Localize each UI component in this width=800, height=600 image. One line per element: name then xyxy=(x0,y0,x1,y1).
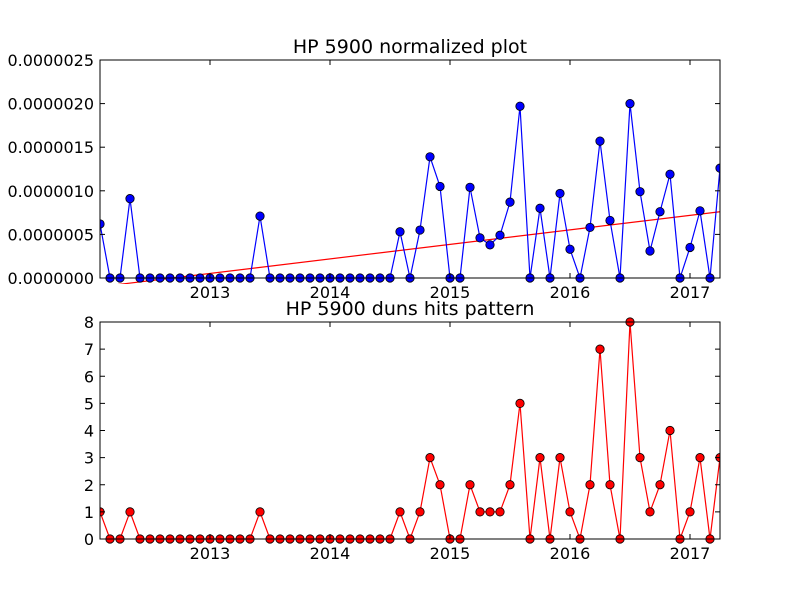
data-point xyxy=(465,182,475,192)
y-tick-label: 0.0000025 xyxy=(7,51,94,70)
y-tick-label: 6 xyxy=(84,367,94,386)
y-tick-label: 0.0000020 xyxy=(7,95,94,114)
data-point xyxy=(645,507,655,517)
data-point xyxy=(685,507,695,517)
y-tick-label: 8 xyxy=(84,313,94,332)
data-point xyxy=(485,240,495,250)
trend-line xyxy=(117,211,720,284)
data-point xyxy=(395,227,405,237)
data-point xyxy=(125,194,135,204)
y-tick-label: 0.0000000 xyxy=(7,269,94,288)
axis-ticks: 0.0000000 0.0000005 0.0000010 0.0000015 0.00… xyxy=(7,51,720,302)
data-point xyxy=(515,101,525,111)
axes-frame xyxy=(99,59,721,279)
x-tick-label: 2013 xyxy=(190,544,231,563)
y-tick-label: 3 xyxy=(84,449,94,468)
y-tick-label: 2 xyxy=(84,476,94,495)
data-point xyxy=(605,215,615,226)
y-tick-label: 1 xyxy=(84,503,94,522)
axis-ticks: 0 1 2 3 4 5 6 7 8 2013 2014 2015 2016 2017 xyxy=(84,313,720,563)
data-point xyxy=(495,507,505,517)
data-point xyxy=(425,152,435,162)
data-point xyxy=(565,244,575,254)
x-tick-label: 2017 xyxy=(670,544,711,563)
data-point xyxy=(585,222,595,233)
data-point xyxy=(595,136,605,146)
data-point xyxy=(655,207,665,217)
data-point xyxy=(465,480,475,490)
data-point xyxy=(515,398,525,408)
data-point xyxy=(605,480,615,490)
duns-hits-chart: HP 5900 duns hits pattern 0 1 2 3 4 5 6 7 8 2013 2… xyxy=(84,298,721,563)
x-tick-label: 2014 xyxy=(310,283,351,302)
y-tick-label: 0.0000010 xyxy=(7,182,94,201)
data-point xyxy=(495,230,505,240)
y-tick-label: 5 xyxy=(84,394,94,413)
normalized-plot-chart: HP 5900 normalized plot 0.00000000.00000… xyxy=(7,36,721,302)
data-point xyxy=(415,507,425,517)
y-tick-label: 0.0000005 xyxy=(7,225,94,244)
data-point xyxy=(595,344,605,354)
data-point xyxy=(635,187,645,197)
data-point xyxy=(435,181,445,192)
data-point xyxy=(665,169,675,179)
data-point xyxy=(555,453,565,463)
data-point xyxy=(505,480,515,490)
chart-title: HP 5900 duns hits pattern xyxy=(286,298,535,320)
data-point xyxy=(395,507,405,517)
x-tick-label: 2015 xyxy=(430,283,471,302)
x-tick-label: 2013 xyxy=(190,283,231,302)
data-point xyxy=(635,453,645,463)
data-point xyxy=(435,480,445,490)
data-point xyxy=(125,507,135,517)
data-point xyxy=(685,242,695,253)
y-tick-label: 4 xyxy=(84,422,94,441)
data-point xyxy=(695,453,705,463)
data-point xyxy=(505,197,515,207)
data-point xyxy=(255,507,265,517)
data-point xyxy=(695,206,705,216)
data-point xyxy=(555,188,565,199)
chart-title: HP 5900 normalized plot xyxy=(293,36,527,58)
data-point xyxy=(585,480,595,490)
data-point xyxy=(475,233,485,243)
x-tick-label: 2016 xyxy=(550,283,591,302)
data-point xyxy=(425,453,435,463)
data-point xyxy=(535,453,545,463)
data-point xyxy=(415,225,425,235)
x-tick-label: 2016 xyxy=(550,544,591,563)
data-point xyxy=(665,425,675,436)
data-point xyxy=(485,507,495,517)
data-point xyxy=(565,507,575,517)
data-point xyxy=(535,203,545,213)
y-tick-label: 0 xyxy=(84,530,94,549)
y-tick-label: 0.0000015 xyxy=(7,138,94,157)
data-point xyxy=(255,211,265,221)
x-tick-label: 2015 xyxy=(430,544,471,563)
data-point xyxy=(655,480,665,490)
data-point xyxy=(645,246,655,256)
x-tick-label: 2014 xyxy=(310,544,351,563)
data-point xyxy=(625,99,635,109)
x-tick-label: 2017 xyxy=(670,283,711,302)
y-tick-label: 7 xyxy=(84,340,94,359)
data-point xyxy=(475,507,485,517)
